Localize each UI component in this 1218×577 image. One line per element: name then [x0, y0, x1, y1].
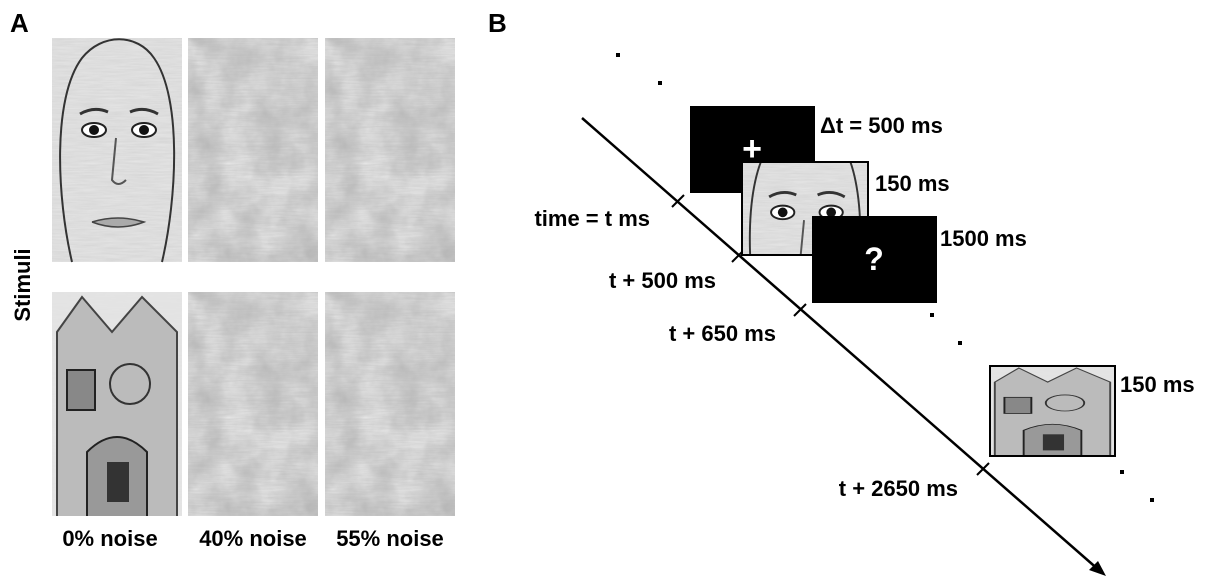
column-label: 40% noise — [199, 526, 307, 551]
column-label: 0% noise — [62, 526, 157, 551]
time-label: t + 650 ms — [669, 321, 776, 346]
stimulus-image — [188, 38, 318, 262]
column-label: 55% noise — [336, 526, 444, 551]
arrow-head — [1089, 561, 1106, 576]
time-label: time = t ms — [534, 206, 650, 231]
time-label: t + 2650 ms — [839, 476, 958, 501]
duration-label: Δt = 500 ms — [820, 113, 943, 138]
duration-label: 1500 ms — [940, 226, 1027, 251]
stimulus-image — [52, 38, 182, 262]
panel-label: A — [10, 8, 29, 38]
response-screen — [812, 216, 937, 303]
house-screen — [989, 365, 1116, 457]
fixation-symbol: + — [742, 130, 762, 168]
duration-label: 150 ms — [875, 171, 950, 196]
row-label: Stimuli — [10, 248, 35, 321]
duration-label: 150 ms — [1120, 372, 1195, 397]
stimulus-image — [52, 292, 182, 516]
time-label: t + 500 ms — [609, 268, 716, 293]
time-axis — [581, 117, 1101, 572]
response-symbol: ? — [864, 241, 884, 277]
face-screen — [741, 161, 869, 256]
ellipsis-dots — [616, 53, 1154, 502]
stimulus-image — [325, 292, 455, 516]
panel-label: B — [488, 8, 507, 38]
stimulus-image — [325, 38, 455, 262]
stimulus-image — [188, 292, 318, 516]
